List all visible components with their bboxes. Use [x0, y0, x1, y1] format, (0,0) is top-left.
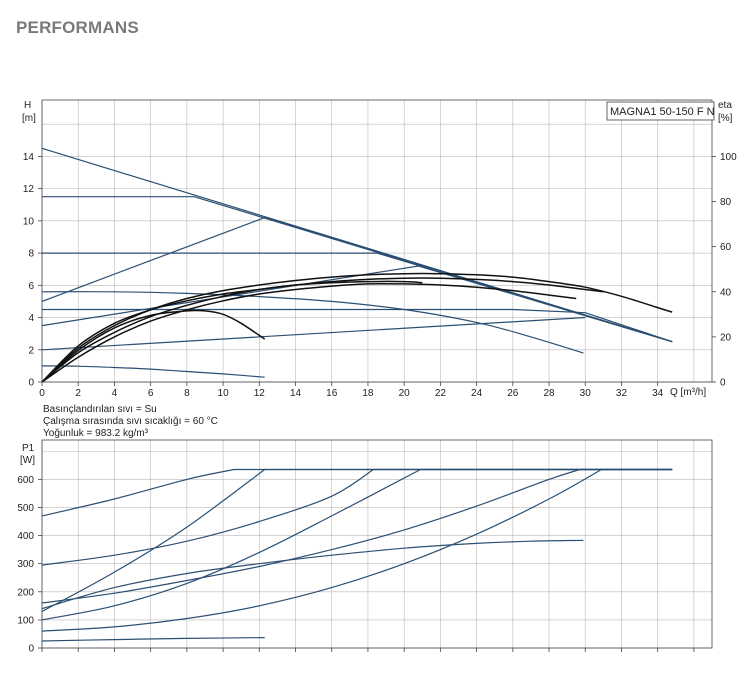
- y2-tick-label: 0: [720, 378, 726, 389]
- head-curve: [41, 217, 673, 343]
- efficiency-curve: [41, 282, 577, 383]
- head-curve: [41, 365, 265, 378]
- x-tick-label: 34: [652, 388, 664, 399]
- y-tick-label: 6: [28, 281, 34, 292]
- axes: 0 100 200 300 400 500 600: [17, 439, 713, 655]
- axes: 0 2 4 6 8 10 12 14 16 18 20 22 24 26 28 30 32 34024681012…: [23, 99, 737, 399]
- note-fluid: Basınçlandırılan sıvı = Su: [43, 404, 157, 415]
- note-density: Yoğunluk = 983.2 kg/m³: [43, 428, 149, 439]
- y-axis-label-p1: P1: [22, 443, 35, 454]
- model-label-box: [606, 101, 715, 121]
- power-curve: [41, 468, 673, 517]
- power-chart: 0 100 200 300 400 500 600 P1 [W]: [17, 439, 713, 655]
- power-curve: [41, 468, 673, 613]
- y-tick-label: 300: [17, 559, 34, 570]
- x-tick-label: 26: [507, 388, 519, 399]
- head-efficiency-chart: 0 2 4 6 8 10 12 14 16 18 20 22 24 26 28 30 32 34024681012…: [22, 99, 737, 439]
- y-tick-label: 12: [23, 184, 35, 195]
- y-axis-label-h: H: [24, 100, 31, 111]
- model-label: MAGNA1 50-150 F N: [610, 106, 715, 118]
- y2-tick-label: 80: [720, 197, 732, 208]
- series-group: [41, 468, 673, 642]
- y2-tick-label: 40: [720, 287, 732, 298]
- head-curve: [42, 308, 673, 343]
- efficiency-curve: [41, 272, 673, 383]
- y2-tick-label: 20: [720, 332, 732, 343]
- x-tick-label: 32: [616, 388, 628, 399]
- x-tick-label: 16: [326, 388, 338, 399]
- y-tick-label: 4: [28, 313, 34, 324]
- y-axis-unit-p1: [W]: [20, 455, 35, 466]
- y-tick-label: 14: [23, 152, 35, 163]
- y-tick-label: 2: [28, 345, 34, 356]
- plot-frame: [41, 99, 713, 383]
- power-curve: [41, 468, 673, 566]
- y-tick-label: 200: [17, 587, 34, 598]
- y2-tick-label: 100: [720, 152, 737, 163]
- x-tick-label: 24: [471, 388, 483, 399]
- grid: [41, 100, 712, 383]
- x-tick-label: 8: [184, 388, 190, 399]
- efficiency-curve: [41, 277, 604, 383]
- y2-tick-label: 60: [720, 242, 732, 253]
- power-curve: [41, 468, 673, 621]
- grid: [41, 440, 712, 649]
- x-tick-label: 2: [75, 388, 81, 399]
- x-tick-label: 18: [362, 388, 374, 399]
- x-tick-label: 12: [254, 388, 266, 399]
- page-title: PERFORMANS: [16, 18, 139, 37]
- note-temperature: Çalışma sırasında sıvı sıcaklığı = 60 °C: [43, 416, 218, 427]
- efficiency-curve: [41, 309, 266, 383]
- x-tick-label: 20: [399, 388, 411, 399]
- y-axis-unit-h: [m]: [22, 113, 36, 124]
- y-tick-label: 100: [17, 615, 34, 626]
- x-axis-label: Q [m³/h]: [670, 387, 706, 398]
- x-tick-label: 14: [290, 388, 302, 399]
- y-tick-label: 0: [28, 644, 34, 655]
- plot-frame: [41, 439, 713, 649]
- power-curve: [41, 468, 673, 604]
- power-curve: [41, 637, 265, 642]
- efficiency-curve: [41, 280, 423, 383]
- x-tick-label: 6: [148, 388, 154, 399]
- y-tick-label: 600: [17, 475, 34, 486]
- head-curve: [41, 291, 584, 354]
- x-tick-label: 4: [112, 388, 118, 399]
- y-tick-label: 500: [17, 503, 34, 514]
- x-tick-label: 30: [580, 388, 592, 399]
- series-group: [41, 147, 673, 383]
- y-tick-label: 8: [28, 249, 34, 260]
- x-tick-label: 22: [435, 388, 447, 399]
- x-tick-label: 28: [543, 388, 555, 399]
- y-tick-label: 0: [28, 378, 34, 389]
- x-tick-label: 10: [218, 388, 230, 399]
- power-curve: [41, 539, 584, 610]
- y2-axis-label-eta: eta: [718, 100, 732, 111]
- power-curve: [41, 468, 673, 632]
- y-tick-label: 10: [23, 216, 35, 227]
- head-curve: [41, 316, 586, 351]
- x-tick-label: 0: [39, 388, 45, 399]
- y-tick-label: 400: [17, 531, 34, 542]
- y2-axis-unit-eta: [%]: [718, 113, 733, 124]
